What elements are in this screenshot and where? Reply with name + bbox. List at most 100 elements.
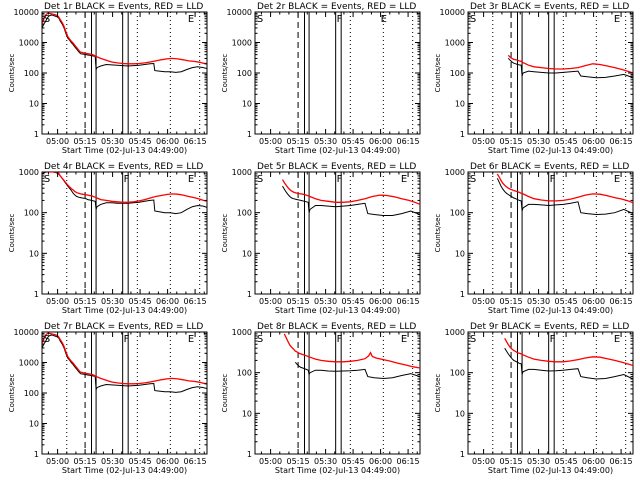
x-tick-label: 06:00 <box>156 297 179 306</box>
x-tick-label: 05:00 <box>46 137 69 146</box>
y-tick-label: 10 <box>455 100 465 109</box>
plot-area <box>42 332 207 454</box>
events-series-line <box>294 361 420 380</box>
x-tick-label: 05:00 <box>259 297 282 306</box>
x-axis-label: Start Time (02-Jul-13 04:49:00) <box>62 306 187 315</box>
chart-title: Det 8r BLACK = Events, RED = LLD <box>257 322 416 332</box>
x-tick-label: 05:45 <box>555 457 578 466</box>
y-tick-label: 100 <box>450 369 465 378</box>
y-tick-label: 1000 <box>445 168 465 177</box>
y-tick-label: 1000 <box>19 39 39 48</box>
chart-title: Det 7r BLACK = Events, RED = LLD <box>44 322 203 332</box>
phase-marker-e: E <box>614 334 620 345</box>
x-tick-label: 05:15 <box>500 137 523 146</box>
plot-frame <box>254 11 421 135</box>
phase-marker-s: S <box>470 14 476 25</box>
x-tick-label: 05:30 <box>101 457 124 466</box>
y-tick-label: 1000 <box>232 39 252 48</box>
y-tick-label: 1000 <box>19 359 39 368</box>
chart-panel: Det 7r BLACK = Events, RED = LLD 1 10 100 10… <box>8 322 208 475</box>
plot-area <box>283 332 420 454</box>
x-tick-label: 06:15 <box>610 457 633 466</box>
x-tick-label: 06:15 <box>397 297 420 306</box>
x-tick-label: 06:15 <box>184 457 207 466</box>
y-axis-label: Counts/sec <box>221 54 229 93</box>
x-tick-label: 05:30 <box>314 137 337 146</box>
phase-marker-f: F <box>550 174 556 185</box>
lld-series-line <box>281 179 420 205</box>
x-tick-label: 05:30 <box>101 137 124 146</box>
x-tick-label: 06:00 <box>582 137 605 146</box>
x-tick-label: 05:45 <box>129 297 152 306</box>
x-axis-label: Start Time (02-Jul-13 04:49:00) <box>275 466 400 475</box>
y-tick-label: 1000 <box>232 328 252 337</box>
chart-title: Det 5r BLACK = Events, RED = LLD <box>257 162 416 172</box>
y-axis-label: Counts/sec <box>221 374 229 413</box>
phase-marker-f: F <box>337 174 343 185</box>
y-axis-label: Counts/sec <box>8 54 16 93</box>
y-tick-label: 10 <box>455 409 465 418</box>
chart-title: Det 6r BLACK = Events, RED = LLD <box>470 162 629 172</box>
y-axis-label: Counts/sec <box>221 214 229 253</box>
x-axis-label: Start Time (02-Jul-13 04:49:00) <box>488 146 613 155</box>
y-tick-label: 1 <box>247 130 252 139</box>
y-tick-label: 10000 <box>14 8 39 17</box>
x-tick-label: 05:00 <box>472 137 495 146</box>
x-tick-label: 06:00 <box>369 457 392 466</box>
y-tick-label: 1000 <box>19 168 39 177</box>
y-tick-label: 1 <box>460 450 465 459</box>
x-tick-label: 06:00 <box>156 137 179 146</box>
x-tick-label: 05:30 <box>527 457 550 466</box>
chart-panel: Det 8r BLACK = Events, RED = LLD 1 10 100 10… <box>221 322 421 475</box>
chart-title: Det 9r BLACK = Events, RED = LLD <box>470 322 629 332</box>
x-axis-label: Start Time (02-Jul-13 04:49:00) <box>488 306 613 315</box>
y-axis-label: Counts/sec <box>434 374 442 413</box>
y-tick-label: 1000 <box>232 168 252 177</box>
lld-series-line <box>496 173 633 204</box>
y-tick-label: 10 <box>29 100 39 109</box>
x-tick-label: 06:15 <box>184 297 207 306</box>
plot-frame <box>254 171 421 295</box>
x-axis-label: Start Time (02-Jul-13 04:49:00) <box>275 146 400 155</box>
phase-marker-s: S <box>470 174 476 185</box>
y-tick-label: 1 <box>34 130 39 139</box>
events-series-line <box>507 58 633 79</box>
x-tick-label: 05:15 <box>74 137 97 146</box>
chart-panel: Det 6r BLACK = Events, RED = LLD 1 10 100 10… <box>434 162 634 315</box>
plot-frame <box>254 331 421 455</box>
y-tick-label: 1 <box>460 130 465 139</box>
phase-marker-s: S <box>257 174 263 185</box>
y-axis-label: Counts/sec <box>8 374 16 413</box>
chart-panel: Det 1r BLACK = Events, RED = LLD 1 10 100 10… <box>8 2 208 155</box>
x-tick-label: 06:15 <box>397 457 420 466</box>
y-tick-label: 10 <box>242 409 252 418</box>
y-tick-label: 10000 <box>14 328 39 337</box>
phase-marker-f: F <box>124 334 130 345</box>
phase-marker-e: E <box>188 14 194 25</box>
plot-area <box>492 332 633 454</box>
plot-area <box>297 12 414 134</box>
plot-area <box>42 12 207 134</box>
chart-panel: Det 5r BLACK = Events, RED = LLD 1 10 100 10… <box>221 162 421 315</box>
y-axis-label: Counts/sec <box>8 214 16 253</box>
phase-marker-f: F <box>550 334 556 345</box>
plot-area <box>492 172 633 294</box>
lld-series-line <box>283 333 420 369</box>
y-tick-label: 100 <box>450 209 465 218</box>
plot-area <box>281 172 420 294</box>
x-tick-label: 05:45 <box>342 137 365 146</box>
y-tick-label: 10 <box>29 249 39 258</box>
events-series-line <box>42 14 207 73</box>
phase-marker-s: S <box>44 14 50 25</box>
phase-marker-s: S <box>44 334 50 345</box>
x-tick-label: 05:45 <box>555 297 578 306</box>
y-tick-label: 100 <box>237 209 252 218</box>
events-series-line <box>504 347 633 380</box>
phase-marker-e: E <box>401 174 407 185</box>
chart-panel: Det 4r BLACK = Events, RED = LLD 1 10 100 10… <box>8 162 208 315</box>
events-series-line <box>282 185 420 216</box>
phase-marker-s: S <box>470 334 476 345</box>
phase-marker-s: S <box>44 174 50 185</box>
x-tick-label: 05:30 <box>314 457 337 466</box>
y-tick-label: 1 <box>247 450 252 459</box>
